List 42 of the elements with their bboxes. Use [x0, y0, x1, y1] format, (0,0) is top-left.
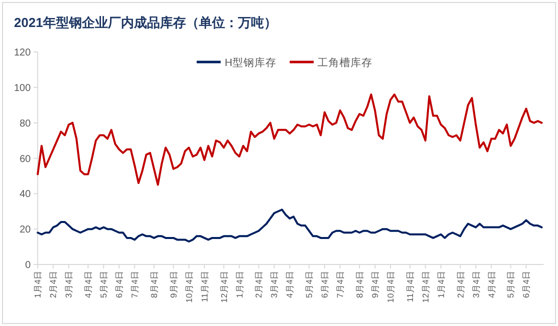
x-tick-label: 2月4日 — [254, 270, 264, 298]
x-tick-label: 2月4日 — [455, 270, 466, 298]
x-tick-label: 12月4日 — [218, 270, 229, 303]
line-series — [36, 94, 543, 186]
x-tick-label: 11月4日 — [199, 270, 210, 302]
y-tick-label: 20 — [20, 224, 32, 236]
x-tick-label: 5月4日 — [304, 270, 314, 298]
x-tick-label: 1月4日 — [234, 270, 244, 298]
x-tick-label: 5月4日 — [98, 270, 109, 298]
y-tick-label: 100 — [14, 82, 32, 94]
y-tick-label: 80 — [20, 118, 32, 130]
legend-label: 工角槽库存 — [318, 56, 373, 69]
y-tick-label: 120 — [14, 48, 32, 58]
x-tick-label: 12月4日 — [420, 270, 430, 303]
x-tick-label: 3月4日 — [470, 270, 481, 298]
x-tick-label: 1月4日 — [32, 270, 43, 298]
x-tick-label: 1月4日 — [436, 270, 446, 298]
y-tick-label: 40 — [20, 189, 32, 200]
x-tick-label: 3月4日 — [64, 270, 74, 298]
legend-label: H型钢库存 — [224, 56, 276, 69]
x-tick-label: 6月4日 — [114, 270, 124, 298]
x-tick-label: 8月4日 — [354, 270, 364, 298]
x-tick-label: 7月4日 — [335, 270, 346, 298]
x-tick-label: 5月4日 — [506, 270, 516, 298]
x-tick-label: 7月4日 — [130, 270, 140, 298]
x-tick-label: 8月4日 — [149, 270, 160, 298]
x-tick-label: 4月4日 — [486, 270, 496, 298]
x-tick-label: 4月4日 — [83, 270, 94, 298]
x-tick-label: 6月4日 — [320, 270, 330, 298]
x-tick-label: 10月4日 — [184, 270, 194, 303]
x-tick-label: 4月4日 — [284, 270, 295, 298]
y-tick-label: 60 — [20, 154, 32, 165]
x-tick-label: 11月4日 — [404, 270, 415, 302]
chart-title: 2021年型钢企业厂内成品库存（单位：万吨） — [14, 15, 277, 30]
x-tick-label: 9月4日 — [168, 270, 178, 298]
x-tick-label: 2月4日 — [48, 270, 58, 298]
x-tick-label: 9月4日 — [370, 270, 380, 298]
x-tick-label: 10月4日 — [386, 270, 396, 303]
x-tick-label: 3月4日 — [269, 270, 280, 298]
line-series — [36, 208, 543, 242]
x-tick-label: 6月4日 — [521, 270, 532, 298]
y-tick-label: 0 — [25, 260, 32, 271]
